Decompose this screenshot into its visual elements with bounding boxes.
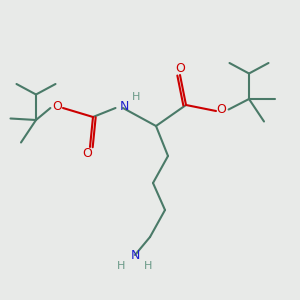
Text: H: H bbox=[132, 92, 141, 102]
Text: O: O bbox=[53, 100, 62, 113]
Text: O: O bbox=[175, 62, 185, 75]
Text: H: H bbox=[116, 261, 125, 272]
Text: O: O bbox=[82, 147, 92, 160]
Text: N: N bbox=[130, 249, 140, 262]
Text: H: H bbox=[144, 261, 153, 272]
Text: N: N bbox=[120, 100, 129, 113]
Text: O: O bbox=[217, 103, 226, 116]
